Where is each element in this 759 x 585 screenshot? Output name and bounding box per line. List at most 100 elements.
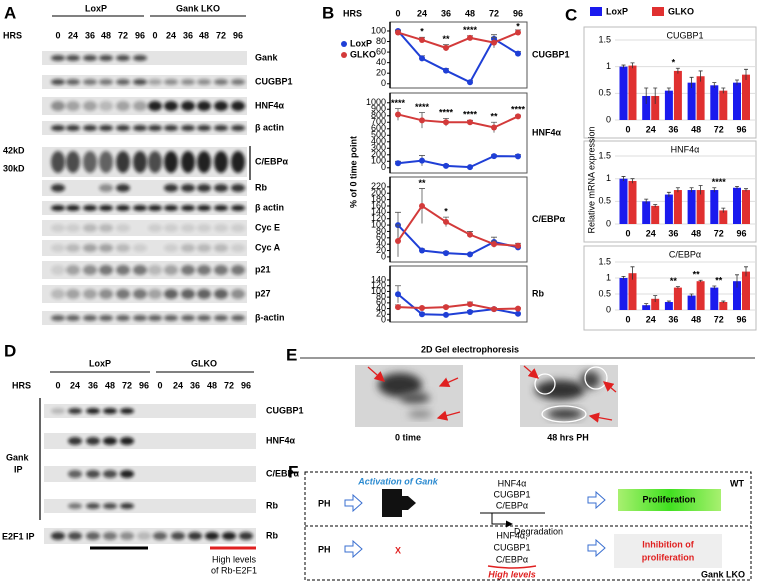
blot-band <box>120 408 134 414</box>
blot-label: Rb <box>266 500 278 510</box>
blot-band <box>231 265 245 275</box>
x-tick-label: 48 <box>691 124 701 134</box>
blot-label: HNF4α <box>255 100 285 110</box>
blot-band <box>239 532 253 540</box>
y-tick-label: 60 <box>376 232 386 242</box>
blot-band <box>68 408 82 414</box>
significance: ** <box>693 270 701 280</box>
y-tick-label: 1 <box>606 173 611 183</box>
legend-label: GLKO <box>350 49 376 59</box>
y-tick-label: 140 <box>371 274 386 284</box>
blot-band <box>99 265 113 275</box>
gel-title: 2D Gel electrophoresis <box>421 344 519 354</box>
blot-band <box>164 289 178 299</box>
significance: **** <box>439 108 454 118</box>
levels-label: High levels <box>488 569 536 579</box>
error-bar <box>712 187 717 193</box>
y-tick-label: 60 <box>376 297 386 307</box>
panel-label: D <box>4 341 16 360</box>
blot-label: CUGBP1 <box>255 76 293 86</box>
y-tick-label: 200 <box>371 188 386 198</box>
lane-label: 72 <box>224 380 234 390</box>
blot-band <box>51 125 65 131</box>
significance: * <box>444 206 448 216</box>
bar <box>696 281 705 310</box>
activation-label: Activation of Gank <box>357 476 439 486</box>
series-line <box>397 293 519 316</box>
error-bar <box>698 70 703 82</box>
blot-band <box>83 315 97 321</box>
group-label: LoxP <box>89 358 111 368</box>
group-label: LoxP <box>85 3 107 13</box>
plot-frame <box>583 245 757 331</box>
blot-band <box>137 532 151 540</box>
lane-label: 36 <box>190 380 200 390</box>
error-bar <box>644 303 649 307</box>
data-point <box>395 160 401 167</box>
data-point <box>419 55 425 62</box>
y-tick-label: 100 <box>371 156 386 166</box>
bar <box>628 65 637 120</box>
bar <box>619 66 628 120</box>
blot-label: Rb <box>255 182 267 192</box>
blot-strip <box>44 404 256 418</box>
error-bar <box>712 82 717 88</box>
note: High levels <box>212 554 257 564</box>
series-line <box>397 155 519 169</box>
blot-band <box>181 125 195 131</box>
data-point <box>419 36 425 43</box>
data-point <box>443 311 449 318</box>
error-bar <box>675 67 680 74</box>
x-tick-label: 96 <box>736 228 746 238</box>
blot-band <box>83 244 97 252</box>
blot-band <box>133 55 147 61</box>
data-point <box>491 39 497 46</box>
y-tick-label: 300 <box>371 143 386 153</box>
bar <box>687 295 696 310</box>
y-tick-label: 900 <box>371 104 386 114</box>
lane-label: 24 <box>68 30 78 40</box>
significance: **** <box>391 98 406 108</box>
error-bar <box>735 79 739 86</box>
error-bar <box>644 198 649 204</box>
blot-band <box>164 315 178 321</box>
blot-band <box>120 437 134 445</box>
blot-band <box>51 101 65 111</box>
spot-circle <box>584 366 608 390</box>
blot-band <box>214 151 228 173</box>
blot-band <box>103 503 117 509</box>
lane-label: 0 <box>157 380 162 390</box>
bar <box>628 180 637 224</box>
blot-band <box>86 503 100 509</box>
x-tick-label: 96 <box>513 8 523 18</box>
chart-title: C/EBPα <box>532 214 566 224</box>
blot-band <box>214 315 228 321</box>
lane-label: 96 <box>233 30 243 40</box>
bar <box>664 194 673 224</box>
blot-band <box>116 55 130 61</box>
blot-band <box>164 125 178 131</box>
blot-band <box>120 503 134 509</box>
bar <box>719 302 728 310</box>
data-point <box>443 162 449 169</box>
significance: **** <box>463 25 478 35</box>
bar <box>733 82 741 120</box>
data-point <box>467 301 473 308</box>
lane-label: 0 <box>152 30 157 40</box>
error-bar <box>698 185 703 195</box>
bar <box>687 190 696 224</box>
y-tick-label: 100 <box>371 25 386 35</box>
blot-band <box>66 151 80 173</box>
panel-label: A <box>4 3 16 22</box>
blot-band <box>116 125 130 131</box>
bar <box>733 187 741 224</box>
y-tick-label: 0 <box>606 218 611 228</box>
blot-band <box>231 184 245 192</box>
bar <box>642 305 651 310</box>
error-bar <box>630 266 635 280</box>
gel-caption: 0 time <box>395 432 421 442</box>
blot-band <box>231 289 245 299</box>
x-tick-label: 72 <box>714 228 724 238</box>
blot-band <box>116 205 130 211</box>
error-bar <box>666 87 671 94</box>
